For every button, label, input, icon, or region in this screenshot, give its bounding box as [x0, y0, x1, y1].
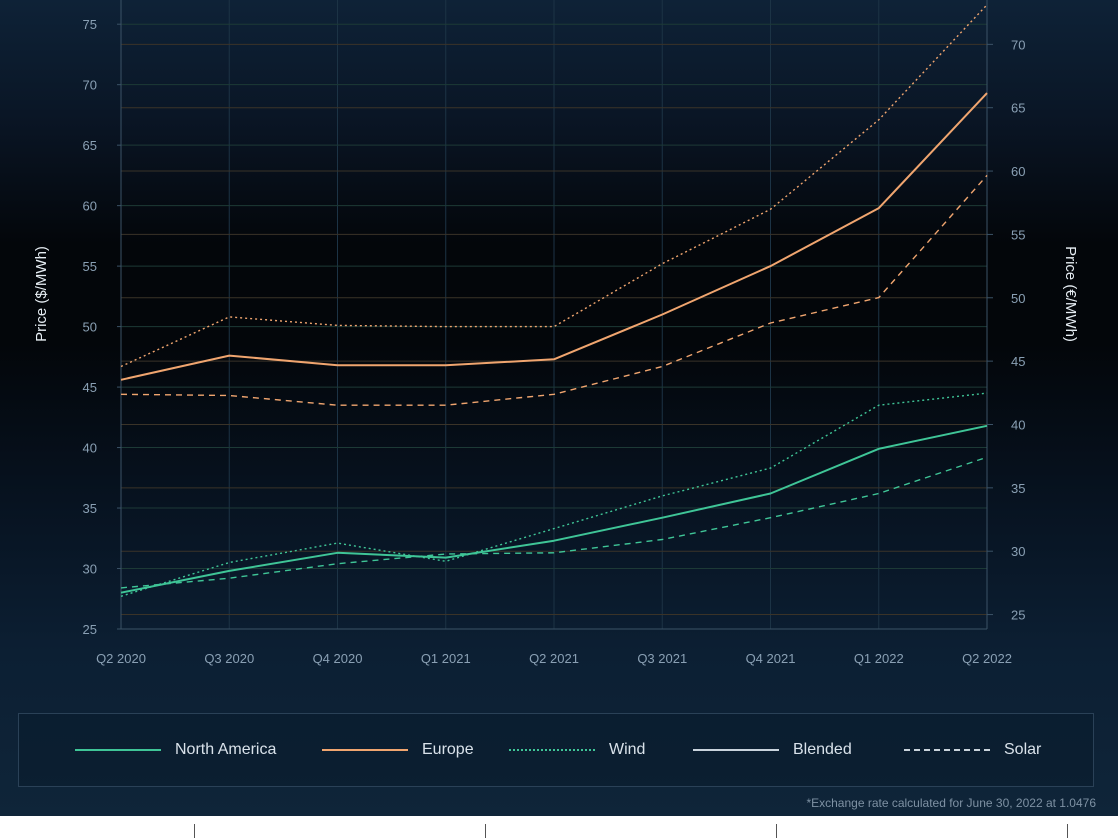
legend-label: Europe — [422, 741, 474, 758]
legend-item-blended[interactable]: Blended — [693, 738, 852, 762]
legend-swatch-north-america — [75, 749, 161, 751]
y-tick-label-left: 50 — [83, 320, 97, 335]
legend-item-solar[interactable]: Solar — [904, 738, 1041, 762]
series-line-north-america-wind — [120, 392, 988, 597]
x-tick-label: Q3 2020 — [204, 651, 254, 666]
y-tick-label-left: 25 — [83, 622, 97, 637]
bottom-divider-tick — [194, 824, 195, 838]
series-line-europe-solar — [120, 174, 988, 406]
chart-panel: 25 30 35 40 45 50 55 60 65 70 75 25 30 35 40 45 50 55 60 65… — [0, 0, 1118, 816]
y-tick-label-right: 40 — [1011, 417, 1025, 432]
y-tick-label-right: 70 — [1011, 37, 1025, 52]
bottom-divider-tick — [485, 824, 486, 838]
y-tick-label-right: 60 — [1011, 164, 1025, 179]
y-tick-label-right: 50 — [1011, 291, 1025, 306]
y-tick-label-left: 55 — [83, 259, 97, 274]
line-chart: 25 30 35 40 45 50 55 60 65 70 75 25 30 35 40 45 50 55 60 65… — [33, 0, 1079, 666]
series-line-europe-blended — [120, 92, 988, 381]
legend-swatch-solar — [904, 749, 990, 751]
y-tick-label-left: 65 — [83, 138, 97, 153]
y-tick-label-left: 70 — [83, 78, 97, 93]
legend-label: North America — [175, 741, 277, 758]
legend-item-europe[interactable]: Europe — [322, 738, 474, 762]
bottom-divider-tick — [1067, 824, 1068, 838]
legend-label: Solar — [1004, 741, 1042, 758]
series-line-europe-wind — [120, 4, 988, 368]
y-tick-label-right: 30 — [1011, 544, 1025, 559]
y-tick-label-left: 30 — [83, 562, 97, 577]
y-tick-label-left: 40 — [83, 441, 97, 456]
legend-item-wind[interactable]: Wind — [509, 738, 645, 762]
x-tick-label: Q2 2021 — [529, 651, 579, 666]
y-tick-label-right: 45 — [1011, 354, 1025, 369]
legend-label: Wind — [609, 741, 646, 758]
series-line-north-america-blended — [120, 424, 988, 594]
tick-labels: 25 30 35 40 45 50 55 60 65 70 75 25 30 35 40 45 50 55 60 65… — [83, 17, 1026, 666]
x-tick-label: Q1 2022 — [854, 651, 904, 666]
y-axis-title-left: Price ($/MWh) — [33, 246, 50, 342]
series-line-north-america-solar — [120, 456, 988, 589]
bottom-divider-tick — [776, 824, 777, 838]
grid-lines — [120, 0, 988, 630]
legend-swatch-blended — [693, 749, 779, 751]
x-tick-label: Q2 2020 — [96, 651, 146, 666]
axes — [117, 0, 993, 630]
chart-legend: North America Europe Wind Blended Solar — [18, 713, 1094, 787]
y-tick-label-left: 35 — [83, 501, 97, 516]
y-tick-label-left: 45 — [83, 380, 97, 395]
x-tick-label: Q4 2021 — [746, 651, 796, 666]
legend-swatch-europe — [322, 749, 408, 751]
series-lines — [120, 4, 988, 597]
x-tick-label: Q2 2022 — [962, 651, 1012, 666]
legend-swatch-wind — [509, 749, 595, 751]
y-axis-title-right: Price (€/MWh) — [1062, 246, 1079, 342]
y-tick-label-right: 65 — [1011, 101, 1025, 116]
y-tick-label-right: 35 — [1011, 481, 1025, 496]
legend-item-north-america[interactable]: North America — [75, 738, 276, 762]
x-tick-label: Q4 2020 — [313, 651, 363, 666]
y-tick-label-right: 25 — [1011, 608, 1025, 623]
exchange-rate-footnote: *Exchange rate calculated for June 30, 2… — [806, 796, 1096, 810]
legend-label: Blended — [793, 741, 852, 758]
y-tick-label-left: 60 — [83, 199, 97, 214]
y-tick-label-left: 75 — [83, 17, 97, 32]
x-tick-label: Q3 2021 — [637, 651, 687, 666]
x-tick-label: Q1 2021 — [421, 651, 471, 666]
y-tick-label-right: 55 — [1011, 227, 1025, 242]
